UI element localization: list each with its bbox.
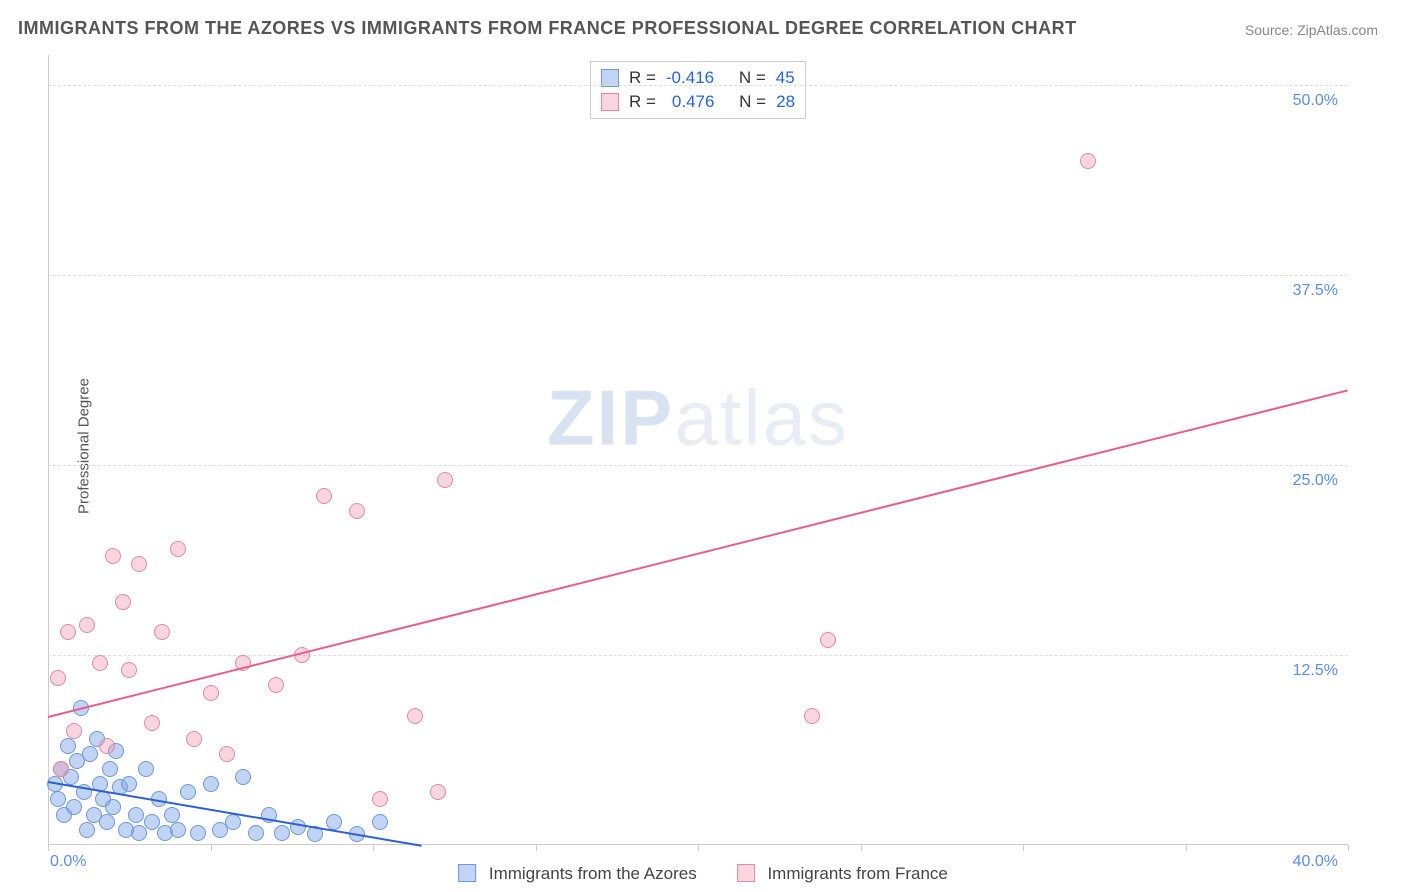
data-point bbox=[326, 814, 342, 830]
data-point bbox=[372, 814, 388, 830]
data-point bbox=[190, 825, 206, 841]
data-point bbox=[235, 769, 251, 785]
data-point bbox=[203, 685, 219, 701]
x-tick-label-min: 0.0% bbox=[50, 853, 86, 871]
y-tick-label: 25.0% bbox=[1293, 472, 1338, 490]
data-point bbox=[437, 472, 453, 488]
data-point bbox=[121, 776, 137, 792]
x-tick bbox=[698, 845, 699, 851]
x-tick-label-max: 40.0% bbox=[1293, 853, 1338, 871]
data-point bbox=[268, 677, 284, 693]
stat-row-series-a: R = -0.416 N = 45 bbox=[601, 66, 795, 90]
plot-area: ZIPatlas 0.0% 40.0% R = -0.416 N = 45 R … bbox=[48, 55, 1348, 845]
data-point bbox=[66, 723, 82, 739]
data-point bbox=[50, 791, 66, 807]
data-point bbox=[128, 807, 144, 823]
data-point bbox=[60, 624, 76, 640]
footer-legend: Immigrants from the Azores Immigrants fr… bbox=[452, 864, 954, 884]
watermark-rest: atlas bbox=[674, 374, 849, 462]
data-point bbox=[105, 799, 121, 815]
data-point bbox=[138, 761, 154, 777]
x-tick bbox=[1023, 845, 1024, 851]
legend-item-azores: Immigrants from the Azores bbox=[458, 864, 697, 884]
x-tick bbox=[1186, 845, 1187, 851]
data-point bbox=[804, 708, 820, 724]
trend-line bbox=[48, 389, 1348, 718]
data-point bbox=[99, 738, 115, 754]
stat-swatch-france bbox=[601, 93, 619, 111]
stat-r-value-france: 0.476 bbox=[672, 92, 715, 112]
stat-n-label: N = bbox=[739, 92, 766, 112]
data-point bbox=[60, 738, 76, 754]
data-point bbox=[203, 776, 219, 792]
gridline-h bbox=[48, 85, 1348, 86]
data-point bbox=[372, 791, 388, 807]
data-point bbox=[164, 807, 180, 823]
data-point bbox=[349, 503, 365, 519]
legend-label-france: Immigrants from France bbox=[767, 864, 947, 883]
data-point bbox=[180, 784, 196, 800]
data-point bbox=[92, 655, 108, 671]
data-point bbox=[79, 822, 95, 838]
data-point bbox=[1080, 153, 1096, 169]
legend-swatch-france bbox=[737, 864, 755, 882]
data-point bbox=[219, 746, 235, 762]
stat-swatch-azores bbox=[601, 69, 619, 87]
correlation-stat-box: R = -0.416 N = 45 R = 0.476 N = 28 bbox=[590, 61, 806, 119]
data-point bbox=[820, 632, 836, 648]
data-point bbox=[82, 746, 98, 762]
x-tick bbox=[373, 845, 374, 851]
data-point bbox=[66, 799, 82, 815]
gridline-h bbox=[48, 465, 1348, 466]
data-point bbox=[102, 761, 118, 777]
stat-row-series-b: R = 0.476 N = 28 bbox=[601, 90, 795, 114]
data-point bbox=[50, 670, 66, 686]
data-point bbox=[430, 784, 446, 800]
data-point bbox=[144, 715, 160, 731]
data-point bbox=[170, 541, 186, 557]
stat-r-label: R = bbox=[629, 92, 656, 112]
data-point bbox=[53, 761, 69, 777]
data-point bbox=[407, 708, 423, 724]
y-tick-label: 50.0% bbox=[1293, 92, 1338, 110]
data-point bbox=[131, 556, 147, 572]
data-point bbox=[274, 825, 290, 841]
x-tick bbox=[1348, 845, 1349, 851]
legend-label-azores: Immigrants from the Azores bbox=[489, 864, 697, 883]
data-point bbox=[131, 825, 147, 841]
watermark: ZIPatlas bbox=[547, 373, 849, 464]
x-tick bbox=[211, 845, 212, 851]
data-point bbox=[186, 731, 202, 747]
data-point bbox=[154, 624, 170, 640]
watermark-zip: ZIP bbox=[547, 374, 674, 462]
data-point bbox=[105, 548, 121, 564]
data-point bbox=[115, 594, 131, 610]
y-axis bbox=[48, 55, 49, 845]
data-point bbox=[170, 822, 186, 838]
x-tick bbox=[48, 845, 49, 851]
data-point bbox=[121, 662, 137, 678]
gridline-h bbox=[48, 275, 1348, 276]
legend-swatch-azores bbox=[458, 864, 476, 882]
data-point bbox=[248, 825, 264, 841]
x-tick bbox=[861, 845, 862, 851]
data-point bbox=[79, 617, 95, 633]
chart-title: IMMIGRANTS FROM THE AZORES VS IMMIGRANTS… bbox=[18, 18, 1077, 39]
source-attribution: Source: ZipAtlas.com bbox=[1245, 22, 1378, 38]
stat-n-value-france: 28 bbox=[776, 92, 795, 112]
data-point bbox=[316, 488, 332, 504]
x-tick bbox=[536, 845, 537, 851]
data-point bbox=[225, 814, 241, 830]
data-point bbox=[99, 814, 115, 830]
y-tick-label: 12.5% bbox=[1293, 662, 1338, 680]
y-tick-label: 37.5% bbox=[1293, 282, 1338, 300]
legend-item-france: Immigrants from France bbox=[737, 864, 948, 884]
